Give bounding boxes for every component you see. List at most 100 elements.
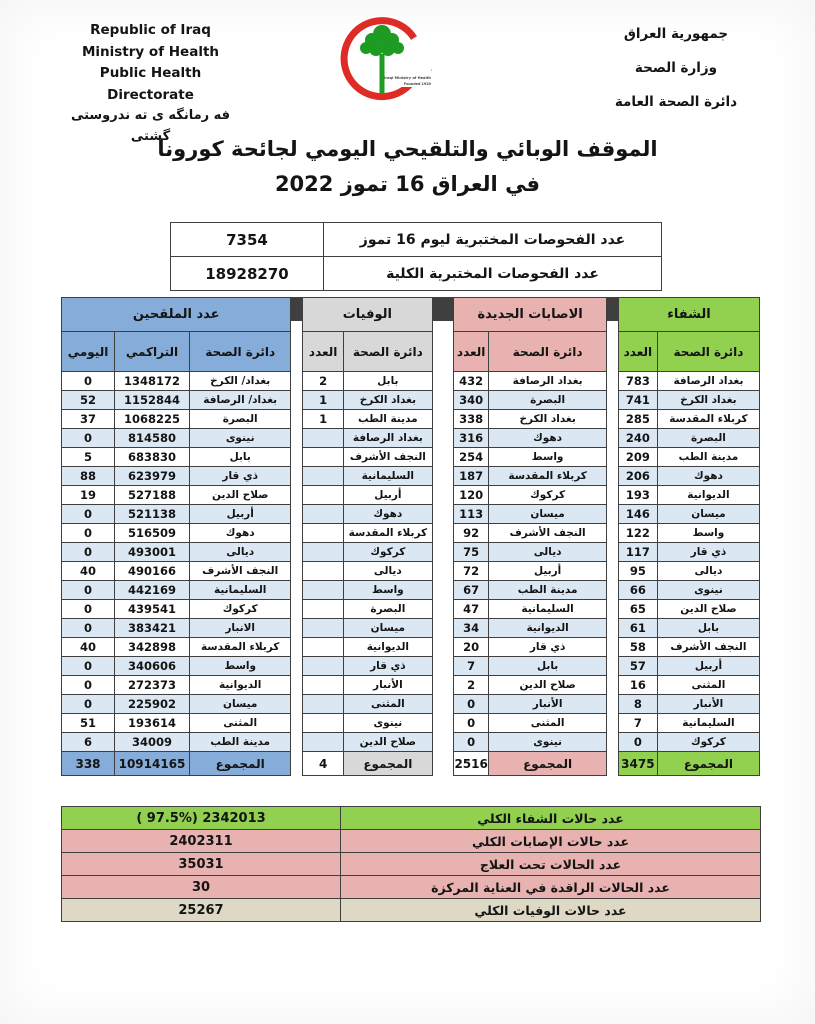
count-value-cell: [303, 657, 344, 675]
cumulative-value-cell: 516509: [115, 524, 190, 542]
header-kurdish-line: فه رمانگه ی ته ندروستی گشتی: [70, 108, 231, 145]
count-value-cell: 0: [454, 733, 489, 751]
count-value-cell: 117: [618, 543, 657, 561]
dept-name-cell: مدينة الطب: [190, 733, 291, 751]
red-crescent-shape: [340, 17, 417, 101]
column-header-dept: دائرة الصحة: [344, 332, 432, 371]
count-value-cell: 206: [618, 467, 657, 485]
daily-value-cell: 40: [62, 562, 115, 580]
count-value-cell: 75: [454, 543, 489, 561]
dept-name-cell: دهوك: [190, 524, 291, 542]
total-label-cell: المجموع: [190, 752, 291, 775]
dept-name-cell: ذي قار: [344, 657, 432, 675]
daily-value-cell: 0: [62, 429, 115, 447]
summary-row-label: عدد الحالات الراقدة في العناية المركزة: [341, 876, 760, 898]
count-value-cell: 187: [454, 467, 489, 485]
cumulative-value-cell: 814580: [115, 429, 190, 447]
daily-value-cell: 40: [62, 638, 115, 656]
summary-row-label: عدد الحالات تحت العلاج: [341, 853, 760, 875]
daily-value-cell: 0: [62, 695, 115, 713]
logo-english-text: Iraqi Ministry of Health: [384, 76, 432, 80]
report-title: الموقف الوبائي والتلقيحي اليومي لجائحة ك…: [0, 132, 815, 201]
daily-value-cell: 37: [62, 410, 115, 428]
daily-value-cell: 6: [62, 733, 115, 751]
dept-name-cell: كركوك: [657, 733, 759, 751]
dept-name-cell: البصرة: [657, 429, 759, 447]
count-value-cell: 7: [454, 657, 489, 675]
count-value-cell: [303, 619, 344, 637]
report-title-line1: الموقف الوبائي والتلقيحي اليومي لجائحة ك…: [157, 137, 658, 161]
total-daily-cell: 338: [62, 752, 115, 775]
total-tests-label: عدد الفحوصات المختبرية الكلية: [324, 257, 661, 290]
count-value-cell: 0: [454, 695, 489, 713]
green-tree-shape: [360, 25, 404, 94]
column-header-dept: دائرة الصحة: [190, 332, 291, 371]
dept-name-cell: مدينة الطب: [657, 448, 759, 466]
cumulative-value-cell: 383421: [115, 619, 190, 637]
dept-name-cell: ذي قار: [657, 543, 759, 561]
count-value-cell: 120: [454, 486, 489, 504]
count-value-cell: 58: [618, 638, 657, 656]
cumulative-value-cell: 527188: [115, 486, 190, 504]
recovery-table: الشفاء دائرة الصحة العدد بغداد الرصافة 783 بغ…: [617, 297, 760, 776]
dept-name-cell: بغداد الرصافة: [657, 372, 759, 390]
column-header-cumulative: التراكمي: [115, 332, 190, 371]
count-value-cell: 113: [454, 505, 489, 523]
dept-name-cell: بغداد الكرخ: [489, 410, 607, 428]
count-value-cell: 340: [454, 391, 489, 409]
dept-name-cell: النجف الأشرف: [344, 448, 432, 466]
dept-name-cell: الديوانية: [190, 676, 291, 694]
dept-name-cell: كركوك: [190, 600, 291, 618]
count-value-cell: [303, 467, 344, 485]
dept-name-cell: مدينة الطب: [344, 410, 432, 428]
dept-name-cell: البصرة: [344, 600, 432, 618]
dept-name-cell: أربيل: [344, 486, 432, 504]
cumulative-value-cell: 193614: [115, 714, 190, 732]
count-value-cell: 741: [618, 391, 657, 409]
dept-name-cell: السليمانية: [190, 581, 291, 599]
summary-row-value: ( 97.5%) 2342013: [62, 807, 340, 829]
dept-name-cell: الأنبار: [489, 695, 607, 713]
summary-row-value: 25267: [62, 899, 340, 921]
dept-name-cell: واسط: [344, 581, 432, 599]
dept-name-cell: ميسان: [190, 695, 291, 713]
count-value-cell: 122: [618, 524, 657, 542]
dept-name-cell: مدينة الطب: [489, 581, 607, 599]
total-label-cell: المجموع: [657, 752, 759, 775]
count-value-cell: [303, 486, 344, 504]
count-value-cell: 66: [618, 581, 657, 599]
total-value-cell: 2516: [454, 752, 489, 775]
column-header-count: العدد: [618, 332, 657, 371]
dept-name-cell: كركوك: [489, 486, 607, 504]
count-value-cell: [303, 695, 344, 713]
count-value-cell: [303, 733, 344, 751]
dept-name-cell: بغداد الرصافة: [344, 429, 432, 447]
dept-name-cell: بابل: [190, 448, 291, 466]
dept-name-cell: المثنى: [657, 676, 759, 694]
daily-value-cell: 0: [62, 505, 115, 523]
count-value-cell: [303, 448, 344, 466]
total-label-cell: المجموع: [344, 752, 432, 775]
count-value-cell: 7: [618, 714, 657, 732]
cumulative-value-cell: 225902: [115, 695, 190, 713]
count-value-cell: 61: [618, 619, 657, 637]
dept-name-cell: ميسان: [344, 619, 432, 637]
count-value-cell: 34: [454, 619, 489, 637]
cumulative-value-cell: 34009: [115, 733, 190, 751]
dept-name-cell: بابل: [344, 372, 432, 390]
dept-name-cell: المثنى: [489, 714, 607, 732]
total-value-cell: 3475: [618, 752, 657, 775]
header-english-line: Public Health Directorate: [99, 65, 202, 103]
count-value-cell: 2: [303, 372, 344, 390]
logo-founded-text: Founded 1920: [404, 82, 432, 86]
dept-name-cell: واسط: [657, 524, 759, 542]
count-value-cell: 432: [454, 372, 489, 390]
daily-value-cell: 0: [62, 619, 115, 637]
count-value-cell: 209: [618, 448, 657, 466]
dept-name-cell: صلاح الدين: [657, 600, 759, 618]
dept-name-cell: السليمانية: [657, 714, 759, 732]
count-value-cell: [303, 562, 344, 580]
cumulative-value-cell: 342898: [115, 638, 190, 656]
new-infections-table: الاصابات الجديدة دائرة الصحة العدد بغداد ال…: [453, 297, 608, 776]
table-title: الوفيات: [303, 298, 432, 331]
